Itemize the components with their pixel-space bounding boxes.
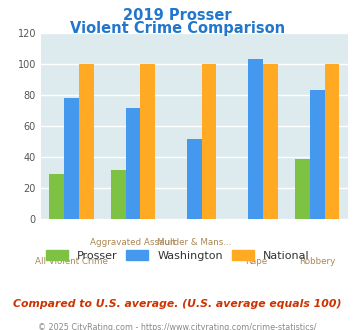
Bar <box>202 64 217 219</box>
Legend: Prosser, Washington, National: Prosser, Washington, National <box>43 248 312 263</box>
Text: Compared to U.S. average. (U.S. average equals 100): Compared to U.S. average. (U.S. average … <box>13 299 342 309</box>
Text: Rape: Rape <box>245 257 267 266</box>
Text: Murder & Mans...: Murder & Mans... <box>157 238 231 247</box>
Text: All Violent Crime: All Violent Crime <box>35 257 108 266</box>
Bar <box>64 98 79 219</box>
Text: © 2025 CityRating.com - https://www.cityrating.com/crime-statistics/: © 2025 CityRating.com - https://www.city… <box>38 323 317 330</box>
Bar <box>248 59 263 219</box>
Bar <box>310 90 324 219</box>
Bar <box>79 64 94 219</box>
Bar <box>49 174 64 219</box>
Bar <box>126 108 140 219</box>
Bar <box>295 159 310 219</box>
Bar <box>140 64 155 219</box>
Bar <box>324 64 339 219</box>
Text: Robbery: Robbery <box>299 257 335 266</box>
Text: Aggravated Assault: Aggravated Assault <box>90 238 176 247</box>
Bar <box>263 64 278 219</box>
Text: Violent Crime Comparison: Violent Crime Comparison <box>70 21 285 36</box>
Bar <box>111 170 126 219</box>
Bar <box>187 139 202 219</box>
Text: 2019 Prosser: 2019 Prosser <box>123 8 232 23</box>
